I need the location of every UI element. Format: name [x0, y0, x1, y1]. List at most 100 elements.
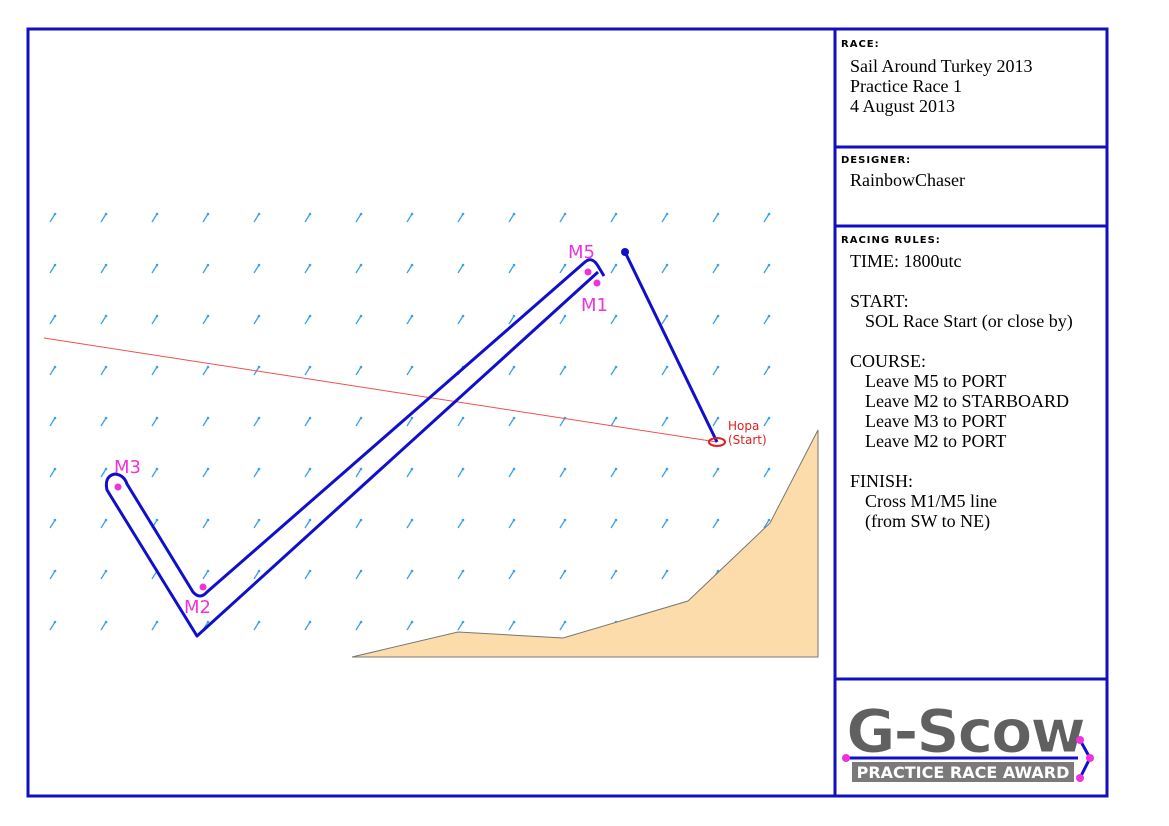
wind-arrow-head	[53, 518, 57, 522]
wind-arrow-head	[308, 416, 312, 420]
wind-arrow	[355, 519, 362, 529]
wind-arrow-head	[257, 416, 261, 420]
wind-arrow-head	[461, 212, 465, 216]
wind-arrow	[763, 468, 770, 478]
mark-dot	[199, 583, 207, 591]
mark-dot	[114, 483, 122, 491]
wind-arrow	[610, 264, 617, 274]
wind-arrow	[457, 570, 464, 580]
wind-arrow-head	[716, 416, 720, 420]
wind-arrow-head	[206, 314, 210, 318]
land	[351, 429, 819, 658]
course-path	[104, 258, 606, 638]
mark-label: M3	[114, 457, 141, 478]
wind-arrow	[661, 519, 668, 529]
wind-arrow	[253, 213, 260, 223]
wind-arrow	[100, 417, 107, 427]
wind-arrow-head	[767, 212, 771, 216]
wind-arrow-head	[614, 263, 618, 267]
wind-arrow	[253, 264, 260, 274]
wind-arrows	[49, 212, 771, 631]
wind-arrow-head	[767, 518, 771, 522]
wind-arrow	[151, 468, 158, 478]
wind-arrow-head	[308, 620, 312, 624]
wind-arrow	[100, 366, 107, 376]
wind-arrow	[49, 213, 56, 223]
wind-arrow	[610, 366, 617, 376]
wind-arrow	[253, 621, 260, 631]
wind-arrow	[202, 213, 209, 223]
wind-arrow-head	[104, 212, 108, 216]
logo-dot	[1076, 736, 1084, 744]
wind-arrow-head	[614, 467, 618, 471]
wind-arrow	[610, 315, 617, 325]
wind-arrow-head	[155, 212, 159, 216]
wind-arrow	[559, 213, 566, 223]
wind-arrow	[253, 417, 260, 427]
wind-arrow	[49, 468, 56, 478]
start-line	[43, 337, 718, 443]
wind-arrow-head	[104, 416, 108, 420]
rule-line: Leave M3 to PORT	[865, 411, 1006, 431]
wind-arrow-head	[155, 416, 159, 420]
wind-arrow-head	[767, 314, 771, 318]
wind-arrow	[712, 366, 719, 376]
start-note: (Start)	[728, 433, 767, 447]
wind-arrow	[100, 264, 107, 274]
wind-arrow	[355, 468, 362, 478]
wind-arrow-head	[563, 314, 567, 318]
wind-arrow-head	[563, 263, 567, 267]
wind-arrow-head	[155, 314, 159, 318]
mark-label: M2	[184, 597, 211, 618]
wind-arrow-head	[563, 212, 567, 216]
wind-arrow	[763, 519, 770, 529]
wind-arrow	[661, 213, 668, 223]
wind-arrow-head	[104, 518, 108, 522]
wind-arrow-head	[410, 212, 414, 216]
wind-arrow	[712, 468, 719, 478]
wind-arrow	[202, 468, 209, 478]
wind-arrow	[49, 570, 56, 580]
wind-arrow	[100, 570, 107, 580]
wind-arrow	[508, 570, 515, 580]
wind-arrow	[457, 417, 464, 427]
wind-arrow-head	[359, 467, 363, 471]
wind-arrow-head	[410, 620, 414, 624]
wind-arrow	[151, 213, 158, 223]
wind-arrow-head	[767, 416, 771, 420]
wind-arrow	[202, 264, 209, 274]
wind-arrow-head	[512, 416, 516, 420]
wind-arrow-head	[308, 569, 312, 573]
wind-arrow-head	[410, 416, 414, 420]
wind-arrow-head	[665, 569, 669, 573]
wind-arrow-head	[155, 467, 159, 471]
frame	[26, 27, 1109, 798]
wind-arrow	[763, 213, 770, 223]
wind-arrow-head	[257, 620, 261, 624]
wind-arrow-head	[155, 518, 159, 522]
wind-arrow	[202, 417, 209, 427]
wind-arrow	[304, 366, 311, 376]
wind-arrow-head	[665, 518, 669, 522]
mark-label: M1	[581, 295, 608, 316]
wind-arrow	[763, 366, 770, 376]
wind-arrow	[610, 213, 617, 223]
wind-arrow	[508, 468, 515, 478]
wind-arrow-head	[206, 569, 210, 573]
wind-arrow	[355, 570, 362, 580]
wind-arrow	[406, 570, 413, 580]
wind-arrow-head	[461, 314, 465, 318]
logo-dot	[1076, 774, 1084, 782]
start-name: Hopa	[728, 419, 759, 433]
wind-arrow-head	[53, 314, 57, 318]
course-end	[621, 248, 629, 256]
wind-arrow-head	[53, 365, 57, 369]
wind-arrow	[202, 315, 209, 325]
wind-arrow	[100, 468, 107, 478]
wind-arrow-head	[767, 365, 771, 369]
wind-arrow	[100, 621, 107, 631]
wind-arrow	[406, 417, 413, 427]
wind-arrow	[304, 264, 311, 274]
wind-arrow-head	[257, 569, 261, 573]
wind-arrow	[559, 519, 566, 529]
